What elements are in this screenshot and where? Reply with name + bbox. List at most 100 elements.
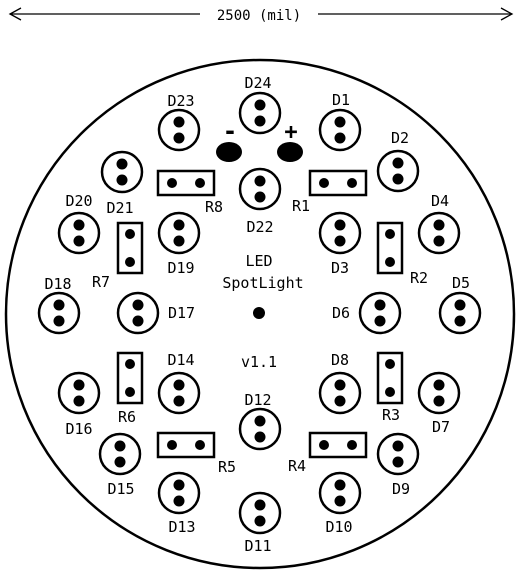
led-d22: D22 [238, 167, 282, 236]
led-outline [238, 167, 282, 211]
led-pad [433, 235, 445, 247]
title-line-1: LED [245, 252, 272, 270]
led-d18: D18 [37, 275, 81, 335]
resistor-r5: R5 [156, 431, 236, 476]
led-pad [454, 299, 466, 311]
dimension-line: 2500 (mil) [8, 7, 514, 24]
led-d11: D11 [238, 491, 282, 555]
resistor-pad [125, 229, 135, 239]
led-label: D17 [168, 304, 195, 322]
led-pad [73, 395, 85, 407]
led-outline [238, 91, 282, 135]
center-hole [253, 307, 265, 319]
led-pad [334, 132, 346, 144]
led-pad [433, 395, 445, 407]
led-pad [392, 157, 404, 169]
led-pad [73, 219, 85, 231]
resistor-pad [319, 440, 329, 450]
led-label: D20 [65, 192, 92, 210]
led-pad [254, 431, 266, 443]
led-pad [254, 175, 266, 187]
led-d15: D15 [98, 432, 142, 498]
resistor-pad [347, 178, 357, 188]
resistor-outline [308, 169, 368, 197]
led-label: D7 [432, 418, 450, 436]
led-pad [433, 219, 445, 231]
led-pad [173, 132, 185, 144]
led-d14: D14 [157, 351, 201, 415]
led-label: D5 [452, 274, 470, 292]
led-d2: D2 [376, 129, 420, 193]
resistor-pad [125, 359, 135, 369]
led-outline [157, 371, 201, 415]
led-pad [454, 315, 466, 327]
resistor-outline [156, 431, 216, 459]
led-pad [173, 395, 185, 407]
led-pad [173, 219, 185, 231]
led-d5: D5 [438, 274, 482, 335]
resistor-outline [376, 221, 404, 275]
led-label: D16 [65, 420, 92, 438]
led-pad [334, 219, 346, 231]
led-pad [334, 395, 346, 407]
led-pad [392, 173, 404, 185]
led-pad [392, 440, 404, 452]
led-pad [254, 499, 266, 511]
led-outline [100, 150, 144, 194]
board-outline [4, 58, 516, 570]
led-d3: D3 [318, 211, 362, 277]
resistor-label: R5 [218, 458, 236, 476]
led-pad [73, 235, 85, 247]
led-d1: D1 [318, 91, 362, 152]
led-outline [417, 211, 461, 255]
led-pad [173, 479, 185, 491]
led-pad [114, 456, 126, 468]
resistor-outline [376, 351, 404, 405]
led-pad [173, 116, 185, 128]
led-outline [376, 432, 420, 476]
led-pad [173, 235, 185, 247]
led-label: D14 [167, 351, 194, 369]
led-pad [173, 495, 185, 507]
resistor-pad [167, 178, 177, 188]
led-outline [57, 211, 101, 255]
led-pad [254, 191, 266, 203]
led-pad [254, 515, 266, 527]
led-label: D22 [246, 218, 273, 236]
resistor-label: R1 [292, 197, 310, 215]
led-pad [433, 379, 445, 391]
led-pad [173, 379, 185, 391]
led-pad [53, 315, 65, 327]
resistor-pad [125, 387, 135, 397]
led-pad [254, 99, 266, 111]
resistor-pad [167, 440, 177, 450]
resistor-label: R7 [92, 273, 110, 291]
led-label: D21 [106, 199, 133, 217]
led-d10: D10 [318, 471, 362, 536]
plus-label: + [284, 120, 297, 145]
led-d19: D19 [157, 211, 201, 277]
resistor-pad [385, 229, 395, 239]
resistor-footprints: R8 R1 R7 R2 R6 R3 R5 R4 [92, 169, 428, 476]
led-pad [334, 495, 346, 507]
resistor-pad [385, 387, 395, 397]
led-d21: D21 [100, 150, 144, 217]
led-d7: D7 [417, 371, 461, 436]
led-outline [376, 149, 420, 193]
resistor-label: R6 [118, 408, 136, 426]
led-pad [116, 158, 128, 170]
led-pad [392, 456, 404, 468]
resistor-r3: R3 [376, 351, 404, 424]
led-label: D4 [431, 192, 449, 210]
led-label: D19 [167, 259, 194, 277]
resistor-r2: R2 [376, 221, 428, 287]
resistor-outline [116, 351, 144, 405]
positive-pad [277, 142, 303, 162]
led-pad [374, 315, 386, 327]
resistor-label: R8 [205, 198, 223, 216]
led-pad [132, 315, 144, 327]
resistor-outline [156, 169, 216, 197]
resistor-r8: R8 [156, 169, 223, 216]
led-label: D23 [167, 92, 194, 110]
led-d12: D12 [238, 391, 282, 451]
